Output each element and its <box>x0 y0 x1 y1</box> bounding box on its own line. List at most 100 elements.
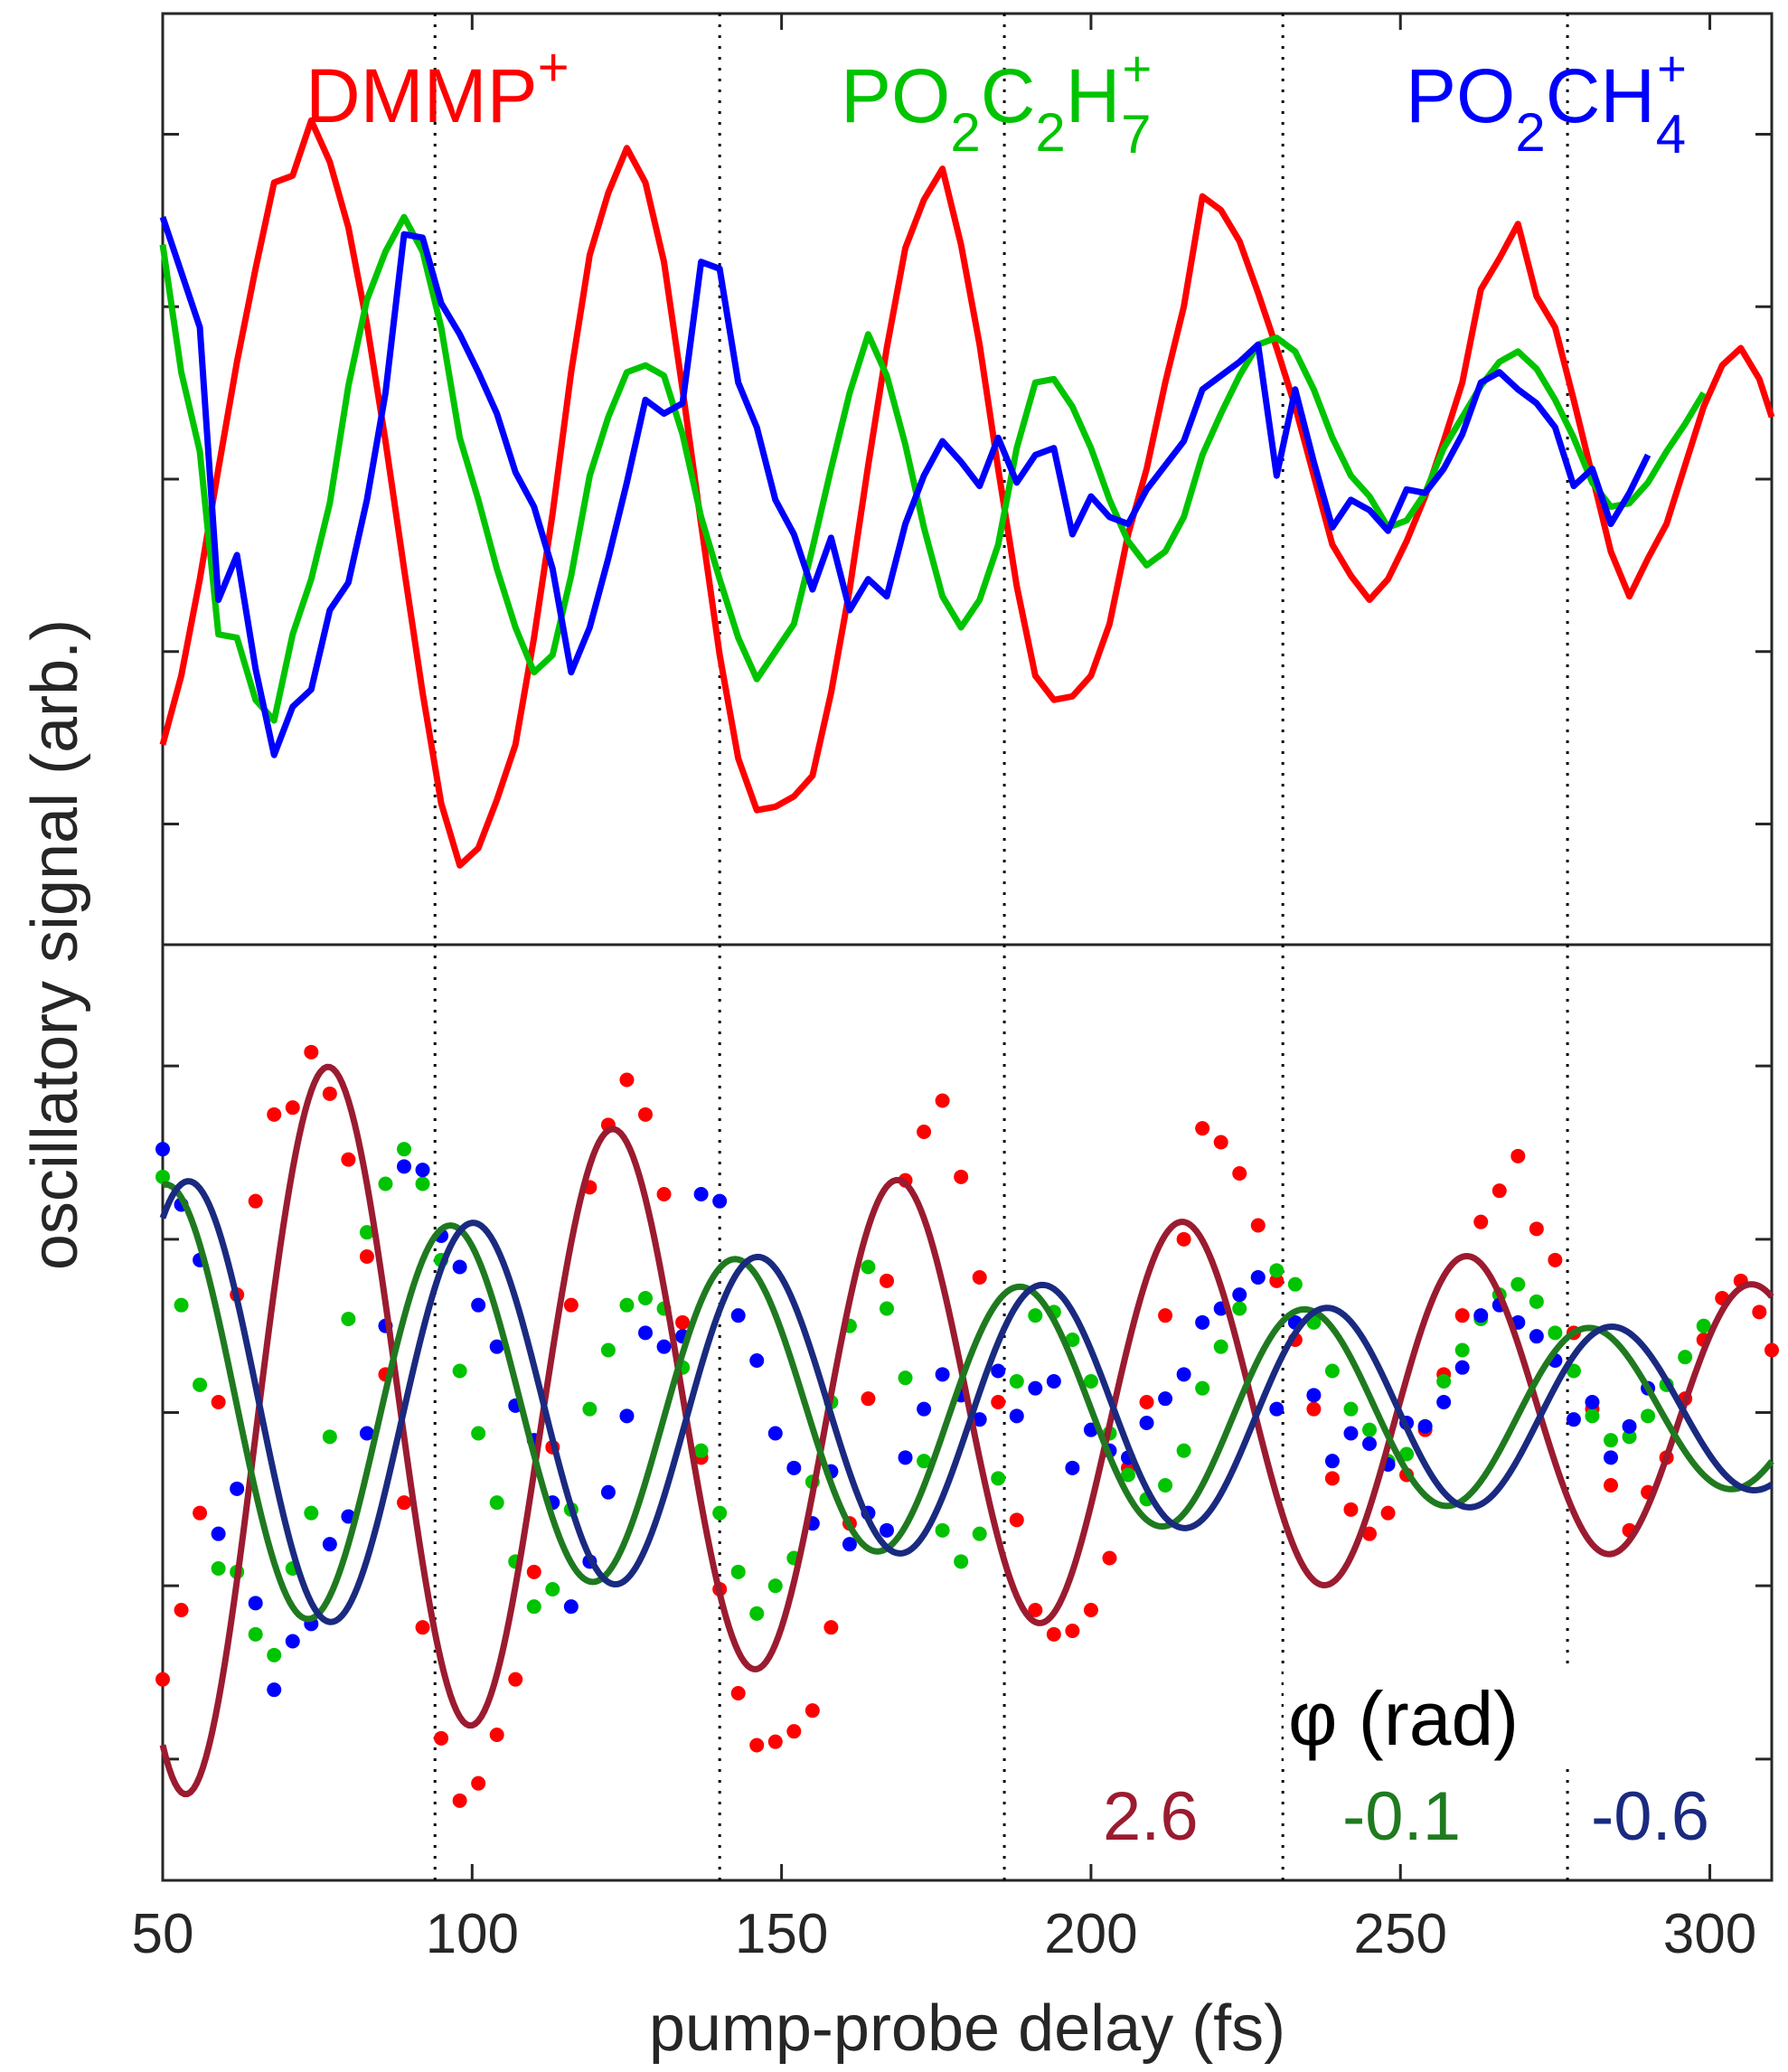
bottom-point-s1-54 <box>1158 1478 1173 1493</box>
bottom-point-s0-73 <box>1510 1148 1526 1163</box>
bottom-point-s1-65 <box>1362 1422 1377 1437</box>
legend-dmmp-sup: + <box>538 37 569 98</box>
bottom-point-s0-72 <box>1492 1183 1507 1199</box>
x-axis-label: pump-probe delay (fs) <box>649 1992 1285 2065</box>
phase-value-po2ch4: -0.6 <box>1591 1778 1709 1855</box>
legend-po2c2h7-sub3: 7 <box>1121 104 1151 165</box>
bottom-point-s2-45 <box>991 1363 1006 1379</box>
bottom-point-s0-47 <box>1028 1603 1043 1617</box>
bottom-point-s0-53 <box>1139 1395 1154 1409</box>
bottom-point-s0-22 <box>563 1297 579 1313</box>
bottom-point-s1-76 <box>1566 1363 1581 1379</box>
bottom-point-s0-16 <box>452 1793 467 1808</box>
bottom-panel-fit-curves <box>159 1063 1774 1798</box>
bottom-point-s2-64 <box>1343 1426 1359 1441</box>
bottom-point-s2-71 <box>1473 1308 1489 1323</box>
bottom-point-s0-86 <box>1752 1304 1767 1320</box>
bottom-point-s2-7 <box>285 1634 300 1649</box>
bottom-point-s0-42 <box>935 1093 950 1108</box>
bottom-point-s0-17 <box>471 1775 486 1791</box>
legend-po2ch4-sub1: 2 <box>1515 102 1545 163</box>
bottom-point-s1-58 <box>1232 1301 1247 1316</box>
bottom-point-s0-0 <box>155 1672 170 1687</box>
bottom-point-s1-69 <box>1436 1374 1452 1389</box>
bottom-point-s2-5 <box>248 1596 263 1611</box>
bottom-point-s0-39 <box>880 1273 894 1288</box>
bottom-fit-curve-0 <box>159 1063 1774 1798</box>
bottom-point-s2-77 <box>1585 1395 1600 1409</box>
bottom-point-s2-32 <box>749 1353 765 1368</box>
bottom-point-s1-21 <box>545 1582 560 1596</box>
bottom-point-s1-23 <box>582 1401 598 1417</box>
bottom-point-s2-16 <box>452 1259 467 1275</box>
bottom-point-s1-79 <box>1622 1429 1637 1445</box>
bottom-point-s0-46 <box>1009 1512 1024 1528</box>
legend-po2ch4: PO2CH+ 4 <box>1406 40 1687 165</box>
bottom-point-s2-29 <box>693 1187 709 1201</box>
bottom-point-s2-39 <box>880 1522 894 1538</box>
bottom-point-s2-33 <box>767 1426 783 1441</box>
bottom-point-s1-30 <box>712 1505 728 1521</box>
bottom-point-s0-18 <box>489 1728 504 1742</box>
bottom-point-s2-74 <box>1529 1329 1544 1344</box>
bottom-point-s0-19 <box>508 1672 523 1687</box>
bottom-point-s0-27 <box>656 1187 672 1201</box>
bottom-point-s1-1 <box>174 1297 189 1313</box>
bottom-point-s2-6 <box>267 1682 282 1698</box>
bottom-point-s2-49 <box>1065 1460 1080 1475</box>
bottom-point-s2-55 <box>1176 1367 1191 1382</box>
bottom-point-s2-47 <box>1028 1380 1043 1396</box>
bottom-point-s2-56 <box>1195 1314 1210 1330</box>
bottom-point-s1-42 <box>935 1522 950 1538</box>
legend-po2c2h7-main: PO <box>841 53 950 138</box>
bottom-point-s2-24 <box>600 1484 616 1500</box>
bottom-point-s0-64 <box>1343 1502 1359 1517</box>
bottom-point-s0-58 <box>1232 1166 1247 1181</box>
bottom-point-s0-62 <box>1306 1401 1322 1417</box>
bottom-point-s2-63 <box>1324 1454 1340 1469</box>
bottom-point-s0-55 <box>1176 1231 1191 1247</box>
bottom-point-s2-25 <box>619 1408 635 1424</box>
bottom-point-s0-2 <box>193 1505 208 1521</box>
bottom-point-s1-43 <box>954 1554 969 1569</box>
bottom-point-s2-9 <box>322 1537 337 1552</box>
bottom-point-s1-50 <box>1083 1374 1098 1389</box>
bottom-point-s0-6 <box>267 1107 282 1122</box>
bottom-panel-data-points <box>155 1044 1779 1808</box>
bottom-point-s2-46 <box>1009 1408 1024 1424</box>
bottom-point-s2-69 <box>1436 1395 1452 1409</box>
bottom-point-s1-82 <box>1678 1350 1693 1365</box>
bottom-fit-curve-2 <box>159 1178 1774 1625</box>
bottom-point-s0-25 <box>619 1072 635 1088</box>
top-series-line-0 <box>159 117 1775 869</box>
legend-po2ch4-sup: + <box>1657 40 1687 97</box>
bottom-point-s0-32 <box>749 1738 765 1753</box>
bottom-point-s0-7 <box>285 1100 300 1116</box>
bottom-point-s0-48 <box>1046 1626 1061 1642</box>
bottom-point-s2-60 <box>1269 1401 1285 1417</box>
bottom-point-s2-14 <box>415 1163 430 1178</box>
bottom-point-s1-75 <box>1548 1325 1563 1341</box>
bottom-point-s1-18 <box>489 1495 504 1511</box>
bottom-point-s1-12 <box>378 1176 393 1191</box>
bottom-point-s0-9 <box>322 1086 337 1101</box>
bottom-point-s0-20 <box>526 1564 541 1579</box>
bottom-point-s2-40 <box>898 1450 913 1465</box>
legend-po2c2h7-mid2: H <box>1066 53 1121 138</box>
bottom-point-s1-3 <box>211 1561 226 1576</box>
bottom-point-s2-4 <box>230 1481 245 1496</box>
bottom-point-s0-1 <box>174 1603 189 1617</box>
bottom-point-s0-74 <box>1529 1221 1544 1237</box>
bottom-point-s2-78 <box>1604 1450 1618 1465</box>
bottom-point-s1-67 <box>1399 1446 1415 1462</box>
legend-po2c2h7-sub2: 2 <box>1035 102 1065 163</box>
bottom-point-s0-5 <box>248 1193 263 1209</box>
bottom-point-s0-54 <box>1158 1308 1173 1323</box>
y-axis-label: oscillatory signal (arb.) <box>19 619 91 1270</box>
bottom-point-s2-79 <box>1622 1418 1637 1434</box>
legend-po2c2h7-sub1: 2 <box>950 102 980 163</box>
bottom-point-s2-41 <box>917 1401 932 1417</box>
bottom-point-s2-30 <box>712 1193 728 1209</box>
bottom-point-s1-49 <box>1065 1333 1080 1347</box>
